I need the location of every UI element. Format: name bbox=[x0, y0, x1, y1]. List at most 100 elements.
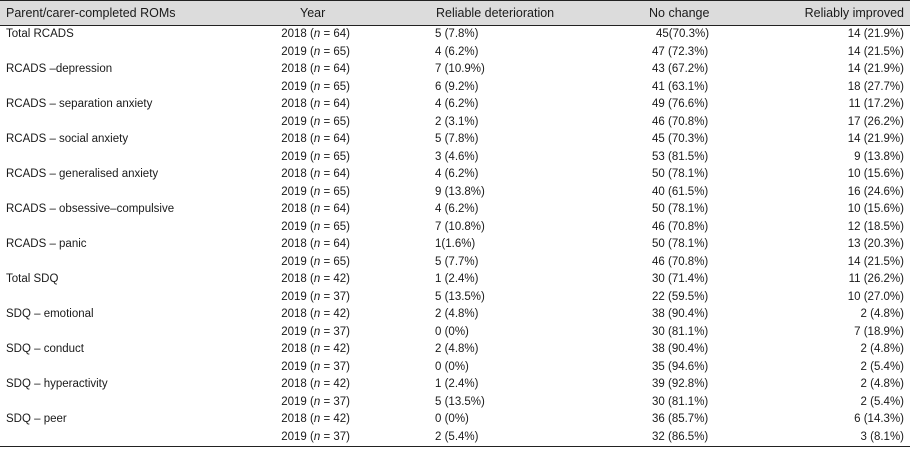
n-symbol: n bbox=[313, 430, 321, 443]
cell-year: 2018 (n = 64) bbox=[281, 26, 350, 44]
n-symbol: n bbox=[313, 343, 321, 355]
cell-year: 2018 (n = 42) bbox=[281, 306, 350, 324]
cell-measure: SDQ – peer bbox=[6, 413, 67, 425]
cell-reliable-deterioration: 5 (13.5%) bbox=[435, 395, 485, 408]
cell-reliable-deterioration: 4 (6.2%) bbox=[435, 45, 479, 58]
cell-reliably-improved: 12 (18.5%) bbox=[847, 220, 904, 233]
cell-year: 2018 (n = 64) bbox=[281, 131, 350, 149]
cell-reliably-improved: 7 (18.9%) bbox=[854, 325, 904, 338]
cell-year: 2018 (n = 64) bbox=[281, 96, 350, 114]
cell-reliably-improved: 14 (21.9%) bbox=[847, 133, 904, 145]
year-value: 2019 ( bbox=[281, 430, 314, 443]
n-value: = 37) bbox=[320, 290, 350, 303]
n-value: = 37) bbox=[320, 325, 350, 338]
cell-no-change: 30 (71.4%) bbox=[652, 273, 709, 285]
n-value: = 65) bbox=[320, 80, 350, 93]
n-symbol: n bbox=[313, 150, 321, 163]
cell-reliably-improved: 10 (15.6%) bbox=[847, 168, 904, 180]
n-value: = 65) bbox=[320, 115, 350, 128]
cell-year: 2019 (n = 65) bbox=[281, 219, 350, 237]
cell-year: 2018 (n = 42) bbox=[281, 341, 350, 359]
cell-reliably-improved: 18 (27.7%) bbox=[847, 80, 904, 93]
cell-year: 2018 (n = 42) bbox=[281, 411, 350, 429]
table-row: 2019 (n = 65) 7 (10.8%) 46 (70.8%) 12 (18.5… bbox=[0, 219, 910, 237]
cell-year: 2018 (n = 42) bbox=[281, 271, 350, 289]
cell-year: 2019 (n = 37) bbox=[281, 289, 350, 307]
table-row: 2019 (n = 37) 2 (5.4%) 32 (86.5%) 3 (8.1%) bbox=[0, 429, 910, 447]
cell-reliably-improved: 9 (13.8%) bbox=[854, 150, 904, 163]
table-row: 2019 (n = 65) 6 (9.2%) 41 (63.1%) 18 (27.7%… bbox=[0, 79, 910, 97]
n-symbol: n bbox=[313, 133, 321, 145]
n-value: = 37) bbox=[320, 360, 350, 373]
year-value: 2019 ( bbox=[281, 395, 314, 408]
table-row: 2019 (n = 65) 3 (4.6%) 53 (81.5%) 9 (13.8%) bbox=[0, 149, 910, 167]
cell-reliable-deterioration: 4 (6.2%) bbox=[435, 168, 479, 180]
year-value: 2019 ( bbox=[281, 185, 314, 198]
n-value: = 65) bbox=[320, 45, 350, 58]
cell-reliably-improved: 2 (4.8%) bbox=[860, 343, 904, 355]
year-value: 2019 ( bbox=[281, 220, 314, 233]
cell-measure: RCADS – social anxiety bbox=[6, 133, 129, 145]
n-value: = 42) bbox=[320, 273, 350, 285]
cell-reliably-improved: 14 (21.9%) bbox=[847, 63, 904, 75]
n-value: = 64) bbox=[320, 98, 350, 110]
cell-year: 2019 (n = 37) bbox=[281, 429, 350, 447]
n-symbol: n bbox=[313, 185, 321, 198]
n-value: = 65) bbox=[320, 255, 350, 268]
cell-measure: Total RCADS bbox=[6, 28, 74, 40]
cell-reliably-improved: 11 (17.2%) bbox=[848, 98, 904, 110]
cell-no-change: 30 (81.1%) bbox=[652, 395, 709, 408]
cell-reliably-improved: 2 (5.4%) bbox=[860, 360, 904, 373]
cell-no-change: 50 (78.1%) bbox=[652, 203, 709, 215]
cell-reliably-improved: 17 (26.2%) bbox=[847, 115, 904, 128]
n-value: = 42) bbox=[320, 378, 350, 390]
cell-year: 2019 (n = 65) bbox=[281, 149, 350, 167]
table-row: SDQ – peer 2018 (n = 42) 0 (0%) 36 (85.7%) 6… bbox=[0, 411, 910, 429]
n-value: = 37) bbox=[320, 430, 350, 443]
cell-no-change: 22 (59.5%) bbox=[652, 290, 709, 303]
table-row: 2019 (n = 37) 0 (0%) 35 (94.6%) 2 (5.4%) bbox=[0, 359, 910, 377]
cell-measure: RCADS – separation anxiety bbox=[6, 98, 153, 110]
cell-reliably-improved: 2 (5.4%) bbox=[860, 395, 904, 408]
cell-no-change: 39 (92.8%) bbox=[652, 378, 709, 390]
year-value: 2018 ( bbox=[281, 343, 314, 355]
cell-no-change: 46 (70.8%) bbox=[652, 220, 709, 233]
cell-no-change: 32 (86.5%) bbox=[652, 430, 709, 443]
cell-reliably-improved: 13 (20.3%) bbox=[847, 238, 904, 250]
cell-no-change: 46 (70.8%) bbox=[652, 255, 709, 268]
year-value: 2019 ( bbox=[281, 45, 314, 58]
n-symbol: n bbox=[313, 290, 321, 303]
cell-reliable-deterioration: 1 (2.4%) bbox=[435, 273, 479, 285]
cell-no-change: 50 (78.1%) bbox=[652, 168, 709, 180]
cell-year: 2018 (n = 64) bbox=[281, 201, 350, 219]
table-row: SDQ – hyperactivity 2018 (n = 42) 1 (2.4%)… bbox=[0, 376, 910, 394]
cell-year: 2019 (n = 37) bbox=[281, 324, 350, 342]
n-symbol: n bbox=[313, 238, 321, 250]
year-value: 2018 ( bbox=[281, 133, 314, 145]
table-bottom-rule bbox=[0, 446, 910, 447]
cell-year: 2019 (n = 65) bbox=[281, 184, 350, 202]
cell-no-change: 50 (78.1%) bbox=[652, 238, 709, 250]
cell-measure: Total SDQ bbox=[6, 273, 59, 285]
n-symbol: n bbox=[313, 80, 321, 93]
table-row: RCADS – social anxiety 2018 (n = 64) 5 (7.… bbox=[0, 131, 910, 149]
table-row: 2019 (n = 37) 5 (13.5%) 22 (59.5%) 10 (27.0… bbox=[0, 289, 910, 307]
cell-measure: SDQ – conduct bbox=[6, 343, 84, 355]
header-reliably-improved: Reliably improved bbox=[804, 6, 904, 20]
n-value: = 65) bbox=[320, 185, 350, 198]
year-value: 2019 ( bbox=[281, 325, 314, 338]
cell-no-change: 46 (70.8%) bbox=[652, 115, 709, 128]
table-row: RCADS –depression 2018 (n = 64) 7 (10.9%) 4… bbox=[0, 61, 910, 79]
n-value: = 65) bbox=[320, 220, 350, 233]
cell-no-change: 30 (81.1%) bbox=[652, 325, 709, 338]
table-row: 2019 (n = 65) 4 (6.2%) 47 (72.3%) 14 (21.5%… bbox=[0, 44, 910, 62]
cell-reliably-improved: 2 (4.8%) bbox=[860, 308, 904, 320]
cell-reliable-deterioration: 2 (4.8%) bbox=[435, 343, 479, 355]
cell-no-change: 35 (94.6%) bbox=[652, 360, 709, 373]
cell-reliably-improved: 16 (24.6%) bbox=[847, 185, 904, 198]
cell-reliably-improved: 14 (21.5%) bbox=[847, 255, 904, 268]
header-reliable-deterioration: Reliable deterioration bbox=[436, 6, 555, 20]
cell-no-change: 43 (67.2%) bbox=[652, 63, 709, 75]
n-symbol: n bbox=[313, 45, 321, 58]
cell-reliable-deterioration: 5 (7.8%) bbox=[435, 28, 479, 40]
